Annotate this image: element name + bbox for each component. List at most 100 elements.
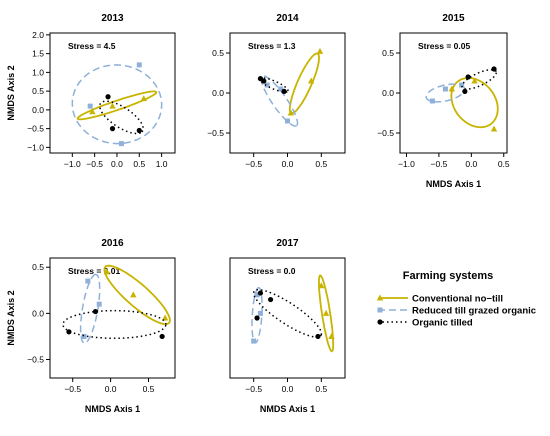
- series-triangle: [103, 264, 171, 326]
- data-point: [81, 333, 87, 339]
- legend-marker: [377, 307, 383, 313]
- series-triangle: [287, 47, 324, 116]
- data-point: [136, 127, 142, 134]
- plot-frame: [49, 257, 176, 379]
- data-point: [66, 329, 72, 335]
- ellipse: [103, 264, 171, 326]
- y-tick-label: −0.5: [377, 128, 394, 138]
- y-tick-label: −0.5: [27, 124, 44, 134]
- ellipse: [252, 288, 323, 338]
- x-tick-label: −1.0: [398, 159, 415, 169]
- ellipse: [260, 75, 299, 127]
- x-tick-label: −0.5: [64, 384, 81, 394]
- data-point: [257, 310, 263, 316]
- legend: Farming systems Conventional no−tillRedu…: [376, 270, 536, 329]
- legend-label: Reduced till grazed organic: [412, 306, 536, 317]
- stress-annotation: Stress = 0.0: [248, 266, 296, 276]
- stress-annotation: Stress = 1.3: [248, 41, 296, 51]
- legend-item-triangle: Conventional no−till: [376, 294, 503, 305]
- y-tick-label: 1.0: [32, 67, 44, 77]
- x-tick-label: 0.5: [143, 384, 155, 394]
- stress-annotation: Stress = 0.01: [68, 266, 120, 276]
- x-tick-label: −0.5: [245, 159, 262, 169]
- data-point: [161, 314, 169, 321]
- legend-label: Organic tilled: [412, 318, 473, 329]
- ellipse: [71, 64, 163, 145]
- series-circle: [461, 66, 498, 94]
- x-tick-label: 1.0: [156, 159, 168, 169]
- x-tick-label: 0.0: [465, 159, 477, 169]
- data-point: [429, 98, 435, 104]
- nmds-panel-2013: 2013 Stress = 4.5 −1.0 −0.5 0.0 0.5 1.0 −1.0 −0.…: [6, 13, 176, 169]
- x-tick-label: −0.5: [431, 159, 448, 169]
- data-point: [89, 108, 96, 115]
- data-point: [459, 82, 465, 88]
- panel-title: 2015: [442, 13, 465, 24]
- series-triangle: [76, 90, 158, 121]
- series-circle: [257, 76, 289, 94]
- ellipse: [98, 100, 144, 135]
- y-tick-label: 0.0: [32, 308, 44, 318]
- data-point: [130, 291, 137, 298]
- plot-content: [425, 66, 499, 132]
- y-tick-label: 0.5: [32, 262, 44, 272]
- series-circle: [98, 94, 144, 135]
- series-circle: [62, 308, 167, 340]
- panel-title: 2017: [276, 238, 299, 249]
- data-point: [254, 315, 260, 321]
- ellipse: [79, 273, 101, 344]
- x-tick-label: 0.0: [111, 159, 123, 169]
- data-point: [118, 141, 124, 147]
- y-tick-label: −1.0: [27, 142, 44, 152]
- plot-frame: [229, 32, 346, 154]
- data-point: [105, 94, 111, 100]
- x-tick-label: 0.5: [498, 159, 510, 169]
- series-square: [260, 75, 299, 127]
- y-tick-label: −0.5: [207, 128, 224, 138]
- data-point: [315, 333, 321, 340]
- data-point: [316, 47, 324, 54]
- stress-annotation: Stress = 4.5: [68, 41, 116, 51]
- data-point: [448, 85, 456, 92]
- plot-content: [257, 47, 324, 127]
- y-tick-label: 0.5: [32, 86, 44, 96]
- ellipse: [288, 52, 320, 115]
- data-point: [490, 125, 498, 132]
- ellipse: [450, 77, 499, 129]
- data-point: [322, 309, 330, 316]
- y-tick-label: 2.0: [32, 30, 44, 40]
- y-tick-label: 0.5: [212, 48, 224, 58]
- data-point: [254, 292, 260, 298]
- series-square: [79, 273, 102, 344]
- x-axis-label: NMDS Axis 1: [260, 404, 315, 414]
- stress-annotation: Stress = 0.05: [418, 41, 470, 51]
- data-point: [264, 82, 270, 88]
- nmds-panel-2014: 2014 Stress = 1.3 −0.5 0.0 0.5 −0.5 0.0 0.5: [207, 13, 346, 169]
- data-point: [261, 78, 267, 84]
- data-point: [85, 278, 91, 284]
- x-tick-label: −1.0: [64, 159, 81, 169]
- legend-label: Conventional no−till: [412, 294, 503, 305]
- data-point: [103, 268, 111, 275]
- data-point: [140, 95, 147, 102]
- data-point: [136, 62, 142, 68]
- legend-item-circle: Organic tilled: [377, 318, 473, 329]
- plot-frame: [399, 32, 508, 154]
- data-point: [465, 74, 471, 80]
- y-tick-label: 0.0: [32, 105, 44, 115]
- series-triangle: [317, 274, 335, 353]
- panel-title: 2014: [276, 13, 299, 24]
- x-axis-label: NMDS Axis 1: [85, 404, 140, 414]
- data-point: [257, 290, 264, 296]
- plot-frame: [49, 32, 176, 154]
- y-axis-label: NMDS Axis 2: [6, 290, 16, 345]
- data-point: [281, 88, 287, 94]
- data-point: [471, 77, 478, 84]
- plot-content: [71, 62, 163, 147]
- series-square: [425, 82, 466, 104]
- series-square: [71, 62, 163, 147]
- data-point: [287, 109, 295, 116]
